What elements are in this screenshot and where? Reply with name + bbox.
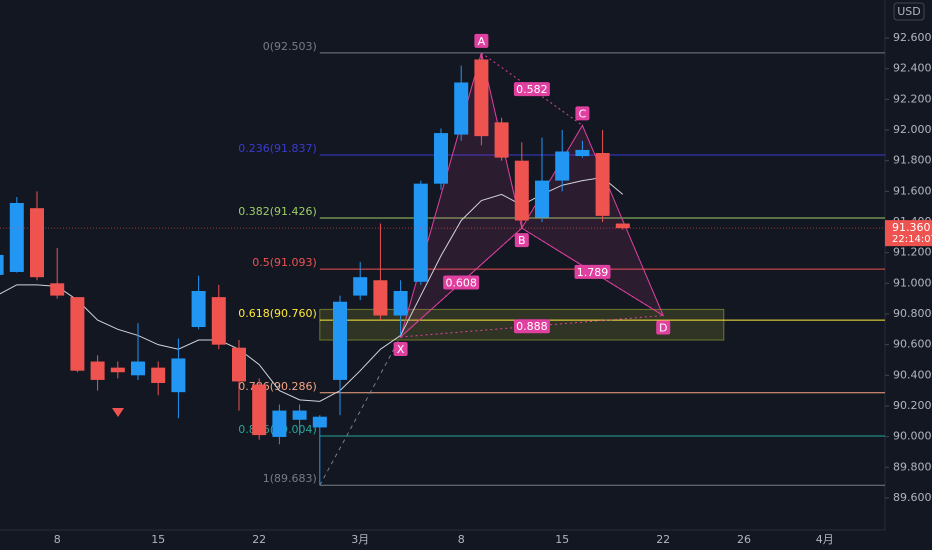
y-tick-label: 90.400 (893, 368, 932, 381)
y-tick-label: 91.800 (893, 154, 932, 167)
signal-marker (112, 408, 124, 417)
point-box (514, 233, 529, 248)
candle-body (131, 361, 145, 376)
last-price-tag (885, 220, 932, 247)
x-tick-label: 26 (737, 533, 751, 546)
candle-body (555, 151, 570, 181)
candle-body (211, 297, 226, 345)
currency[interactable]: USD (897, 5, 921, 18)
y-tick-label: 92.000 (893, 123, 932, 136)
y-tick-label: 91.200 (893, 246, 932, 259)
candle-body (191, 290, 206, 328)
y-tick-label: 90.000 (893, 430, 932, 443)
y-tick-label: 90.200 (893, 399, 932, 412)
candle-body (434, 133, 448, 184)
point-label: C (579, 107, 587, 120)
ratio-box (513, 319, 550, 334)
candle-body (171, 358, 186, 393)
ratio-box (443, 275, 480, 290)
x-tick-label: 8 (54, 533, 61, 546)
ratio-label: 1.789 (577, 266, 609, 279)
x-tick-label: 22 (656, 533, 670, 546)
y-tick-label: 90.600 (893, 338, 932, 351)
ratio-label: 0.888 (516, 320, 548, 333)
y-tick-label: 91.600 (893, 184, 932, 197)
candle-body (151, 367, 166, 383)
point-label: B (518, 234, 526, 247)
candle-body (575, 149, 590, 157)
fib-label: 0.786(90.286) (238, 380, 317, 393)
y-tick-label: 92.600 (893, 31, 932, 44)
fib-label: 0(92.503) (263, 40, 317, 53)
candle-body (595, 153, 610, 216)
candle-body (474, 59, 489, 137)
y-tick-label: 90.800 (893, 307, 932, 320)
candle-body (514, 160, 529, 221)
ratio-box (574, 264, 611, 279)
candle-body (30, 208, 44, 278)
y-tick-label: 91.000 (893, 276, 932, 289)
candle-body (0, 254, 4, 275)
fib-label: 0.382(91.426) (238, 205, 317, 218)
fib-label: 1(89.683) (263, 472, 317, 485)
candle-body (333, 301, 347, 380)
point-box (575, 106, 590, 121)
ratio-label: 0.608 (445, 277, 477, 290)
point-label: X (397, 343, 405, 356)
candle-body (494, 122, 509, 158)
candle-body (70, 297, 85, 371)
countdown: 22:14:07 (892, 234, 932, 245)
candle-body (312, 416, 327, 428)
candle-body (272, 410, 287, 437)
candle-body (353, 277, 368, 296)
candle-body (535, 180, 549, 218)
point-label: A (478, 35, 486, 48)
candle-body (90, 361, 105, 380)
currency-button[interactable] (893, 2, 925, 21)
y-tick-label: 92.400 (893, 62, 932, 75)
x-tick-label: 3月 (351, 533, 369, 546)
point-box (474, 33, 489, 48)
ratio-box (513, 82, 550, 97)
fib-label: 0.618(90.760) (238, 307, 317, 320)
candle-body (454, 82, 469, 135)
point-box (656, 320, 671, 335)
point-box (393, 341, 408, 356)
candle-body (50, 283, 65, 296)
candle-body (615, 223, 630, 229)
candle-body (373, 280, 388, 316)
last-price: 91.360 (892, 221, 931, 234)
y-tick-label: 89.800 (893, 460, 932, 473)
point-label: D (659, 322, 667, 335)
candle-body (292, 410, 307, 420)
x-tick-label: 22 (252, 533, 266, 546)
x-tick-label: 4月 (816, 533, 834, 546)
candle-body (413, 183, 428, 282)
candle-body (232, 347, 246, 382)
y-tick-label: 92.200 (893, 92, 932, 105)
candle-body (252, 384, 267, 436)
x-tick-label: 8 (458, 533, 465, 546)
candle-body (9, 202, 24, 272)
y-tick-label: 89.600 (893, 491, 932, 504)
fib-label: 0.5(91.093) (252, 256, 317, 269)
candle-body (393, 290, 408, 316)
candle-body (110, 367, 125, 373)
x-tick-label: 15 (151, 533, 165, 546)
ratio-line (481, 52, 583, 126)
fib-label: 0.236(91.837) (238, 142, 317, 155)
ratio-label: 0.582 (516, 83, 548, 96)
x-tick-label: 15 (555, 533, 569, 546)
